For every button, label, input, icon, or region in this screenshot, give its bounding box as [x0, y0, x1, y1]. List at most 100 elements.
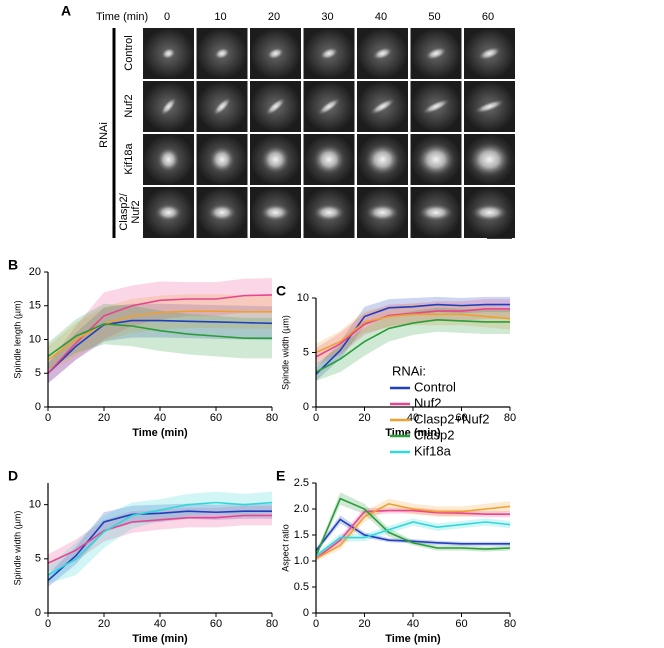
spindle	[416, 142, 456, 177]
time-tick-label: 50	[428, 11, 440, 23]
panel-label: E	[276, 468, 285, 484]
spindle	[470, 203, 509, 222]
y-axis-label: Aspect ratio	[280, 524, 290, 572]
x-axis-label: Time (min)	[132, 633, 188, 645]
row-label: Kif18a	[123, 143, 135, 175]
series-line	[47, 323, 272, 358]
legend-label: Control	[414, 379, 456, 394]
spindle	[316, 97, 342, 116]
spindle	[473, 99, 506, 114]
x-tick-label: 0	[45, 618, 51, 630]
spindle	[418, 203, 454, 222]
x-axis-label: Time (min)	[385, 633, 441, 645]
legend-title: RNAi:	[392, 363, 426, 378]
error-band	[316, 507, 510, 561]
series-line	[315, 313, 511, 354]
y-tick-label: 10	[297, 292, 309, 304]
spindle	[207, 203, 237, 222]
x-tick-label: 20	[358, 618, 370, 630]
panel-label: C	[276, 283, 286, 299]
series-line	[47, 514, 272, 564]
spindle	[421, 98, 451, 115]
legend-label: Nuf2	[414, 395, 441, 410]
series-line	[315, 308, 510, 358]
y-tick-label: 2.5	[294, 477, 309, 489]
spindle	[364, 143, 401, 176]
legend-label: Kif18a	[414, 443, 452, 458]
spindle	[154, 203, 183, 222]
spindle	[212, 96, 232, 117]
series-line	[47, 319, 273, 374]
spindle	[468, 141, 511, 178]
y-tick-label: 0.5	[294, 581, 309, 593]
x-tick-label: 40	[154, 412, 166, 424]
y-axis-label: Spindle width (µm)	[12, 511, 22, 586]
spindle	[312, 144, 346, 175]
y-tick-label: 1.0	[294, 555, 309, 567]
x-axis-label: Time (min)	[132, 427, 188, 439]
legend-label: Clasp2+Nuf2	[414, 411, 490, 426]
y-tick-label: 1.5	[294, 529, 309, 541]
spindle	[156, 146, 181, 173]
spindle	[260, 144, 291, 175]
x-tick-label: 60	[210, 412, 222, 424]
y-tick-label: 5	[303, 346, 309, 358]
spindle	[213, 47, 231, 60]
x-tick-label: 80	[266, 618, 278, 630]
y-tick-label: 10	[29, 333, 41, 345]
spindle	[365, 203, 400, 222]
x-tick-label: 60	[210, 618, 222, 630]
spindle	[319, 46, 339, 61]
x-tick-label: 0	[313, 618, 319, 630]
y-axis-label: Spindle width (µm)	[280, 315, 290, 390]
spindle	[259, 203, 292, 222]
row-label: Control	[123, 35, 135, 70]
spindle	[424, 46, 448, 61]
time-tick-label: 60	[482, 11, 494, 23]
y-axis-label: Spindle length (µm)	[12, 300, 22, 378]
spindle	[208, 145, 236, 174]
y-tick-label: 0	[35, 607, 41, 619]
y-tick-label: 5	[35, 553, 41, 565]
y-tick-label: 0	[303, 401, 309, 413]
time-tick-label: 30	[321, 11, 333, 23]
error-band	[48, 278, 272, 384]
y-tick-label: 20	[29, 266, 41, 278]
error-band	[316, 498, 510, 561]
x-tick-label: 40	[154, 618, 166, 630]
series-line	[315, 303, 510, 375]
error-band	[48, 303, 272, 370]
panel-label: D	[8, 468, 18, 484]
group-label: RNAi	[98, 122, 110, 148]
series-line	[47, 501, 273, 576]
row-label: Clasp2/Nuf2	[118, 192, 142, 230]
series-line	[315, 497, 511, 557]
x-tick-label: 0	[313, 412, 319, 424]
y-tick-label: 0	[303, 607, 309, 619]
x-tick-label: 20	[358, 412, 370, 424]
series-line	[315, 502, 511, 560]
time-label: Time (min)	[96, 11, 148, 23]
x-tick-label: 80	[266, 412, 278, 424]
spindle	[264, 96, 287, 117]
series-line	[315, 318, 510, 373]
series-line	[315, 509, 510, 560]
spindle	[266, 46, 285, 61]
error-band	[316, 307, 510, 381]
y-tick-label: 2.0	[294, 503, 309, 515]
spindle	[312, 203, 346, 222]
x-tick-label: 60	[455, 618, 467, 630]
error-band	[48, 503, 272, 587]
series-line	[315, 518, 510, 552]
spindle	[159, 96, 178, 117]
x-tick-label: 60	[455, 412, 467, 424]
y-tick-label: 15	[29, 300, 41, 312]
spindle	[371, 46, 394, 61]
panel-label: A	[61, 3, 71, 19]
x-tick-label: 40	[407, 618, 419, 630]
spindle	[369, 97, 396, 116]
y-tick-label: 0	[35, 401, 41, 413]
x-tick-label: 80	[504, 618, 516, 630]
error-band	[48, 491, 272, 584]
x-tick-label: 20	[98, 412, 110, 424]
